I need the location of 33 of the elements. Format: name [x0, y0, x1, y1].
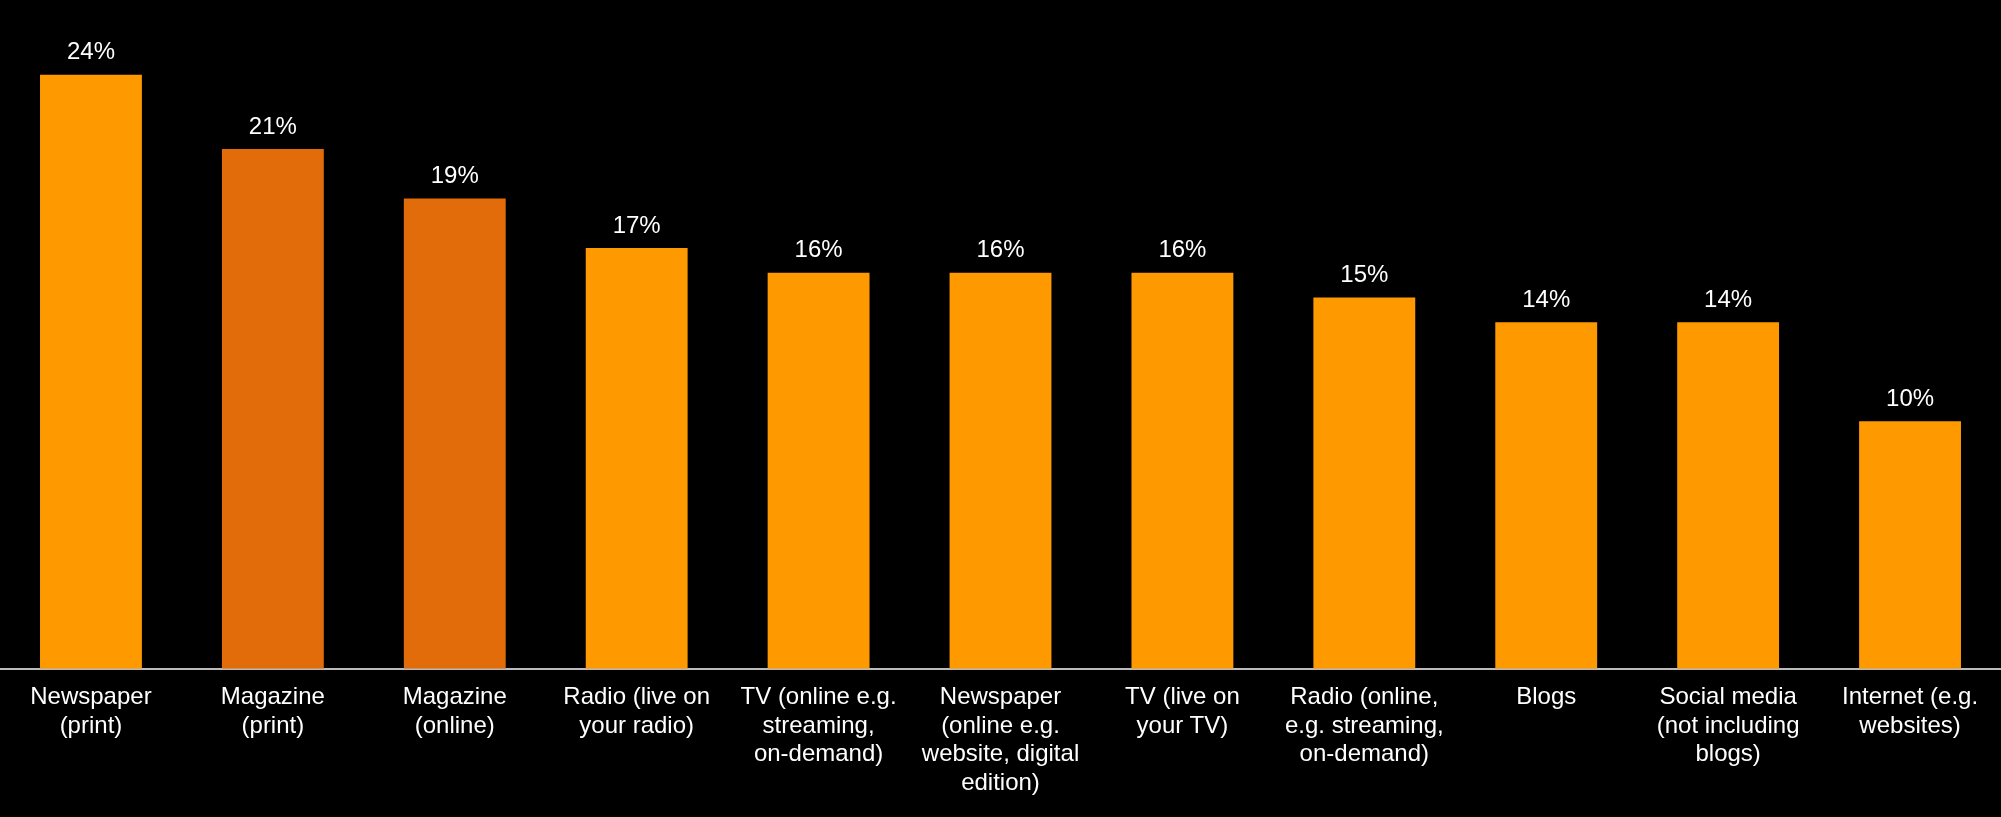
- data-label: 24%: [66, 37, 115, 65]
- data-label: 14%: [1704, 284, 1753, 312]
- x-tick-label: Magazine (online): [402, 681, 507, 738]
- x-tick-label: Radio (live on your radio): [563, 681, 711, 738]
- data-label: 21%: [248, 111, 297, 139]
- bar: [403, 198, 506, 669]
- data-label: 19%: [430, 161, 479, 189]
- x-tick-label: Radio (online, e.g. streaming, on-demand): [1284, 681, 1444, 767]
- x-tick-label: Newspaper (print): [30, 681, 152, 738]
- bar: [1495, 322, 1598, 669]
- data-label: 16%: [794, 235, 843, 263]
- bar: [1677, 322, 1780, 669]
- bar: [1313, 297, 1416, 669]
- x-tick-label: Newspaper (online e.g. website, digital edition): [920, 681, 1080, 796]
- bar: [767, 272, 870, 669]
- data-label: 10%: [1886, 383, 1935, 411]
- x-tick-label: TV (online e.g. streaming, on-demand): [740, 681, 897, 767]
- x-tick-label: Internet (e.g. websites): [1842, 681, 1979, 738]
- x-tick-label: TV (live on your TV): [1125, 681, 1240, 738]
- data-label: 14%: [1522, 284, 1571, 312]
- data-label: 17%: [612, 210, 661, 238]
- bar: [585, 248, 688, 669]
- bar: [40, 74, 142, 669]
- data-label: 15%: [1340, 260, 1389, 288]
- x-tick-label: Magazine (print): [220, 681, 325, 738]
- bar: [1859, 421, 1961, 669]
- x-tick-label: Social media (not including blogs): [1656, 681, 1800, 767]
- bar: [949, 272, 1052, 669]
- x-tick-label: Blogs: [1516, 681, 1577, 709]
- data-label: 16%: [1158, 235, 1207, 263]
- bar: [1131, 272, 1234, 669]
- data-label: 16%: [976, 235, 1025, 263]
- bar: [221, 149, 324, 669]
